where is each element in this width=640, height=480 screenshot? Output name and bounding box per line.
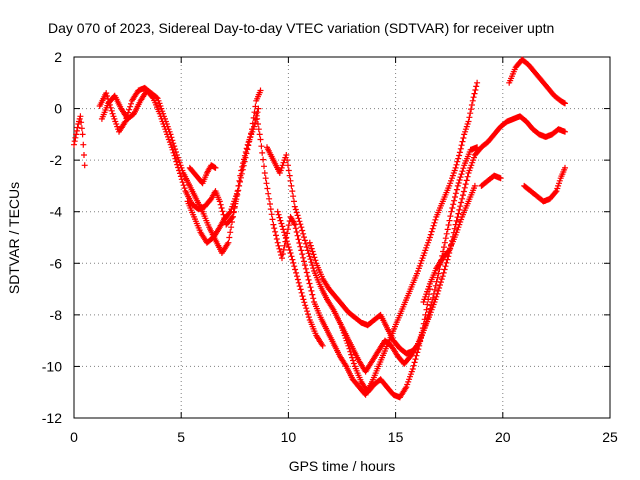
- series-track-14: [521, 164, 568, 205]
- x-tick-label: 5: [177, 429, 185, 445]
- plus-marker-track: [274, 208, 326, 349]
- x-tick-label: 10: [281, 429, 297, 445]
- series-track-4: [184, 190, 240, 246]
- x-tick-label: 15: [388, 429, 404, 445]
- y-tick-label: 0: [54, 101, 62, 117]
- plus-marker-track: [420, 182, 478, 305]
- series-track-10: [339, 286, 433, 401]
- x-tick-labels: 0 5 10 15 20 25: [70, 429, 618, 445]
- plus-marker-track: [186, 162, 219, 187]
- series-track-3: [98, 87, 264, 228]
- plus-marker-track: [521, 164, 568, 205]
- plus-marker-track: [478, 172, 504, 189]
- series-track-11: [420, 182, 478, 305]
- y-tick-labels: -12 -10 -8 -6 -4 -2 0 2: [42, 49, 62, 426]
- series-track-13: [506, 56, 568, 107]
- plus-marker-track: [98, 87, 264, 228]
- grid: [74, 57, 610, 418]
- plus-marker-track: [184, 190, 240, 246]
- data-marks: [71, 56, 568, 401]
- series-track-12: [478, 172, 504, 189]
- tick-marks: [73, 56, 611, 419]
- series-track-7: [264, 113, 568, 375]
- y-tick-label: 2: [54, 49, 62, 65]
- series-track-9: [274, 208, 326, 349]
- x-tick-label: 25: [602, 429, 618, 445]
- x-tick-label: 20: [495, 429, 511, 445]
- chart-title: Day 070 of 2023, Sidereal Day-to-day VTE…: [48, 20, 554, 36]
- y-tick-label: -8: [50, 307, 63, 323]
- y-tick-label: -4: [50, 204, 63, 220]
- x-tick-label: 0: [70, 429, 78, 445]
- series-track-1: [71, 113, 88, 169]
- plus-marker-track: [506, 56, 568, 107]
- series-track-6: [253, 79, 481, 398]
- plus-marker-track: [339, 286, 433, 401]
- x-axis-title: GPS time / hours: [289, 458, 396, 474]
- plus-marker-track: [264, 113, 568, 375]
- y-tick-label: -6: [50, 255, 63, 271]
- y-tick-label: -12: [42, 410, 62, 426]
- series-track-5: [186, 162, 219, 187]
- plot-frame: [73, 56, 611, 419]
- plus-marker-track: [71, 113, 88, 169]
- y-axis-title: SDTVAR / TECUs: [6, 182, 22, 294]
- y-tick-label: -10: [42, 358, 62, 374]
- y-tick-label: -2: [50, 152, 63, 168]
- plus-marker-track: [253, 79, 481, 398]
